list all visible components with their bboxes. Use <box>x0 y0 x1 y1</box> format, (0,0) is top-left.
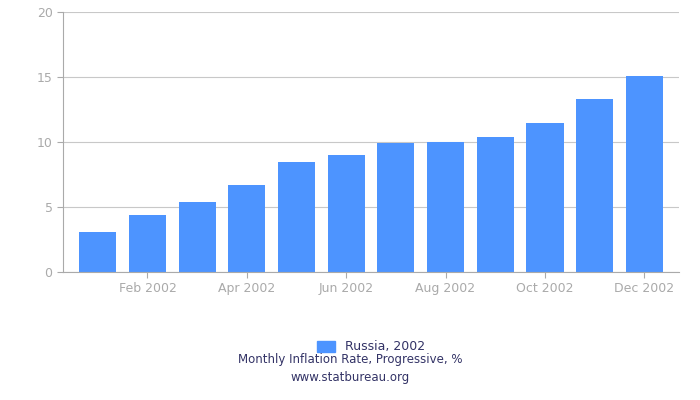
Bar <box>228 185 265 272</box>
Bar <box>377 143 414 272</box>
Bar <box>526 122 564 272</box>
Bar <box>79 232 116 272</box>
Bar <box>576 99 613 272</box>
Text: Monthly Inflation Rate, Progressive, %: Monthly Inflation Rate, Progressive, % <box>238 354 462 366</box>
Text: www.statbureau.org: www.statbureau.org <box>290 372 410 384</box>
Bar <box>328 155 365 272</box>
Bar <box>278 162 315 272</box>
Bar <box>477 137 514 272</box>
Bar <box>178 202 216 272</box>
Bar <box>427 142 464 272</box>
Legend: Russia, 2002: Russia, 2002 <box>312 336 430 358</box>
Bar <box>129 215 166 272</box>
Bar <box>626 76 663 272</box>
